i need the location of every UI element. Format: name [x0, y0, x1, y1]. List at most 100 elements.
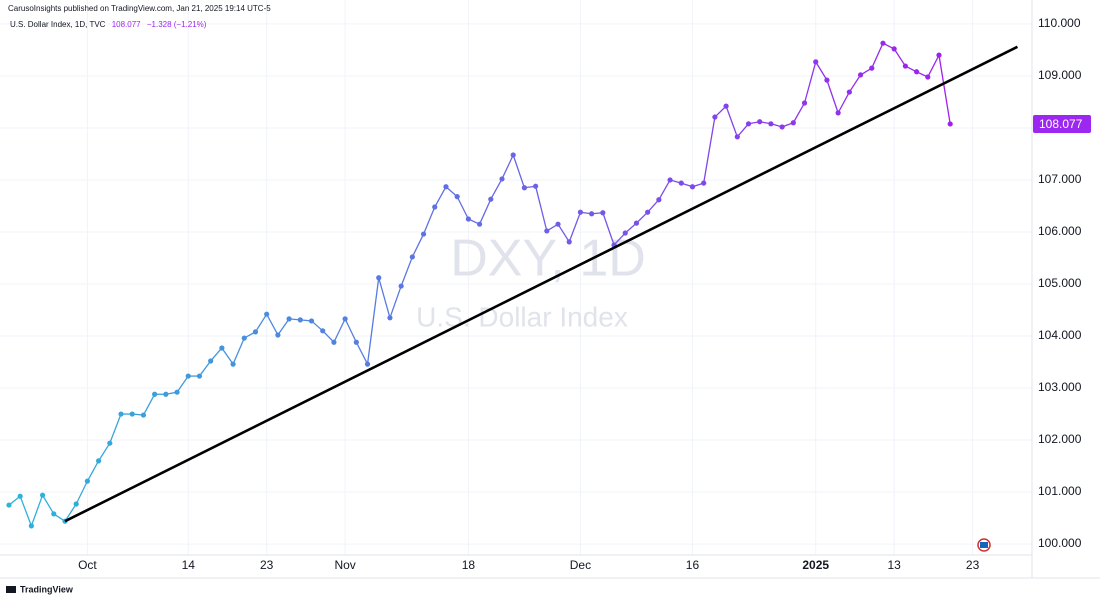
data-point — [645, 209, 651, 215]
data-point — [409, 254, 415, 260]
data-point — [488, 196, 494, 202]
data-point — [342, 316, 348, 322]
line-segment — [19, 495, 32, 527]
line-segment — [456, 196, 469, 220]
legend-change: −1.328 (−1.21%) — [147, 20, 207, 29]
legend: U.S. Dollar Index, 1D, TVC 108.077 −1.32… — [10, 20, 207, 29]
data-point — [835, 110, 841, 116]
data-point — [566, 239, 572, 245]
data-point — [555, 221, 561, 227]
line-segment — [389, 285, 402, 319]
x-tick-label: 14 — [182, 558, 196, 572]
legend-name: U.S. Dollar Index, 1D, TVC — [10, 20, 106, 29]
line-segment — [703, 116, 716, 184]
data-point — [107, 440, 113, 446]
x-tick-label: 13 — [887, 558, 901, 572]
line-segment — [422, 206, 436, 235]
line-segment — [837, 91, 850, 114]
line-segment — [490, 178, 503, 200]
y-tick-label: 107.000 — [1038, 172, 1082, 186]
data-point — [17, 493, 23, 499]
line-segment — [221, 347, 234, 365]
data-point — [589, 211, 595, 217]
y-tick-label: 101.000 — [1038, 484, 1082, 498]
line-segment — [142, 393, 156, 416]
y-tick-label: 102.000 — [1038, 432, 1082, 446]
data-point — [577, 209, 584, 215]
data-point — [533, 183, 539, 189]
y-tick-label: 106.000 — [1038, 224, 1082, 238]
line-segment — [893, 48, 906, 67]
data-point — [667, 177, 673, 183]
line-segment — [232, 337, 245, 365]
data-point — [219, 345, 225, 351]
line-segment — [378, 277, 391, 318]
data-point — [297, 317, 303, 323]
line-segment — [714, 105, 727, 118]
x-tick-label: 18 — [462, 558, 476, 572]
data-point — [499, 176, 505, 182]
data-point — [790, 120, 796, 126]
trend-line — [64, 45, 1019, 523]
data-point — [129, 411, 135, 417]
line-segment — [355, 341, 369, 365]
y-tick-label: 105.000 — [1038, 276, 1082, 290]
data-point — [622, 230, 628, 236]
data-point — [656, 197, 662, 203]
line-segment — [636, 211, 649, 224]
line-segment — [568, 211, 582, 243]
data-point — [118, 411, 124, 417]
line-segment — [478, 198, 492, 225]
data-point — [387, 315, 393, 321]
line-segment — [501, 154, 514, 180]
data-point — [286, 316, 292, 322]
line-segment — [98, 442, 111, 462]
data-point — [376, 275, 382, 281]
data-point — [6, 502, 12, 508]
data-point — [163, 391, 169, 397]
line-segment — [210, 347, 223, 362]
line-segment — [534, 186, 548, 232]
footer: TradingView — [20, 584, 74, 594]
data-point — [779, 124, 785, 130]
price-tag-label: 108.077 — [1039, 117, 1083, 131]
line-segment — [602, 212, 615, 246]
data-point — [768, 121, 774, 127]
data-point — [84, 478, 91, 484]
data-point — [757, 119, 763, 125]
line-segment — [266, 313, 279, 336]
line-segment — [400, 256, 413, 287]
header: CarusoInsights published on TradingView.… — [8, 4, 271, 13]
data-point — [230, 361, 236, 367]
data-point — [689, 184, 696, 190]
x-tick-label: Nov — [334, 558, 355, 572]
line-segment — [848, 74, 862, 93]
watermark-symbol: DXY, 1D — [450, 230, 646, 288]
data-point — [320, 328, 326, 334]
y-tick-label: 109.000 — [1038, 68, 1082, 82]
x-tick-label: Oct — [78, 558, 97, 572]
data-point — [28, 523, 34, 529]
data-point — [196, 373, 203, 379]
data-point — [185, 373, 191, 379]
data-point — [544, 228, 550, 234]
data-point — [925, 74, 931, 80]
data-point — [140, 412, 147, 418]
data-point — [813, 59, 819, 65]
line-segment — [42, 494, 55, 515]
line-segment — [725, 105, 738, 138]
data-point — [51, 511, 57, 517]
logo — [6, 586, 16, 593]
data-point — [152, 391, 158, 397]
line-segment — [322, 330, 335, 343]
line-segment — [109, 413, 122, 444]
watermark-description: U.S. Dollar Index — [416, 301, 628, 332]
data-point — [891, 46, 897, 52]
line-segment — [366, 277, 380, 365]
y-tick-label: 100.000 — [1038, 536, 1082, 550]
data-point — [308, 318, 315, 324]
x-tick-label: 23 — [260, 558, 274, 572]
data-point — [846, 89, 852, 95]
line-segment — [826, 79, 839, 114]
price-tag — [1033, 114, 1091, 133]
